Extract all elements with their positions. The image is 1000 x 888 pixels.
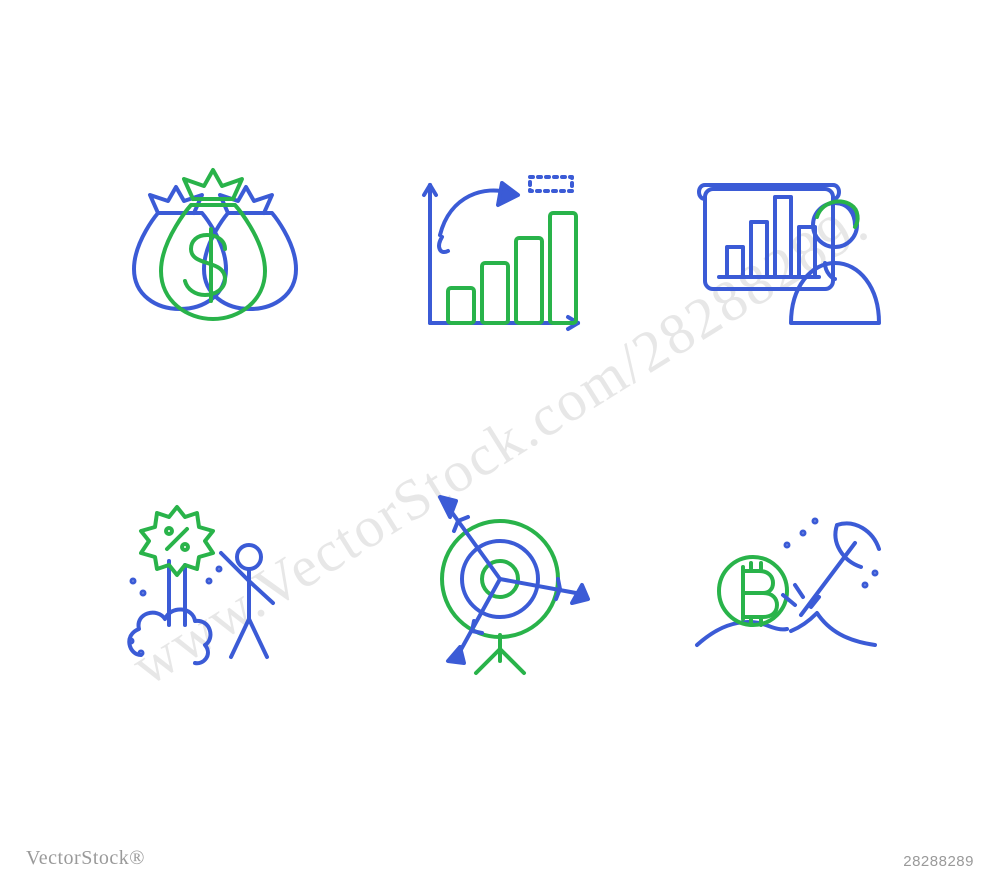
target-arrows-icon xyxy=(377,440,624,730)
discount-launch-icon xyxy=(90,440,337,730)
money-bags-icon xyxy=(90,110,337,400)
image-id: 28288289 xyxy=(903,853,974,870)
bitcoin-mining-icon xyxy=(663,440,910,730)
presentation-person-icon xyxy=(663,110,910,400)
icon-grid xyxy=(90,110,910,730)
icon-sheet: www.VectorStock.com/28288289. xyxy=(0,0,1000,888)
footer: VectorStock® 28288289 xyxy=(0,847,1000,870)
brand-watermark: VectorStock® xyxy=(26,847,145,870)
growth-chart-icon xyxy=(377,110,624,400)
